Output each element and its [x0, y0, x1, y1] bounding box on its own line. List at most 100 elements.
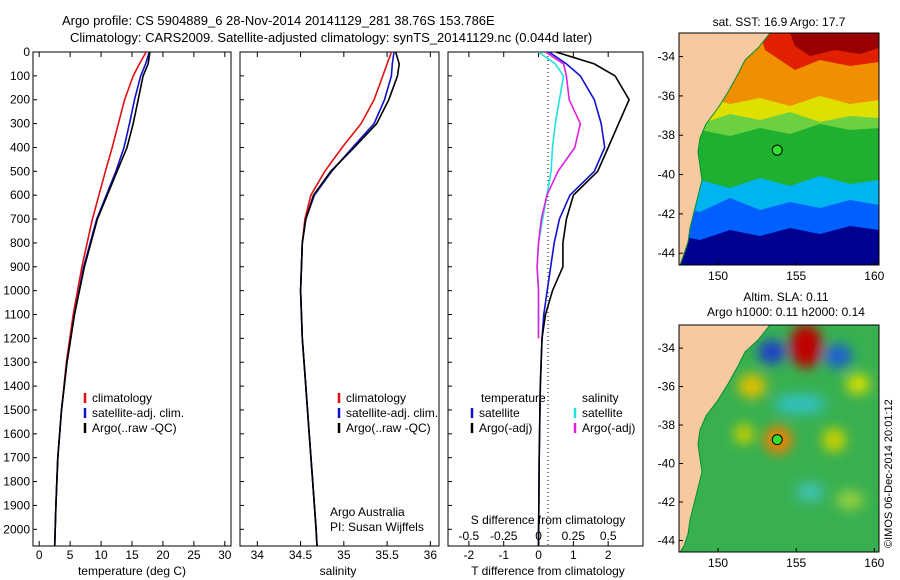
sla-anomaly-lime-south [836, 490, 864, 510]
pressure-tick-label: 1500 [3, 403, 30, 417]
sst-map-xtick-label: 160 [864, 269, 884, 283]
salinity-legend-label: satellite-adj. clim. [346, 406, 438, 420]
difference-panel-series-t-argo-adj- [537, 52, 630, 546]
sla-map-ytick-label: -36 [658, 380, 676, 394]
salinity-annotation-line1: Argo Australia [330, 505, 405, 519]
salinity-xlabel: salinity [320, 564, 357, 578]
s-legend-title: salinity [582, 391, 619, 405]
sla-map-ytick-label: -38 [658, 418, 676, 432]
sst-map-ytick-label: -42 [658, 207, 676, 221]
difference-panel-top-tick-label: -0.5 [459, 529, 480, 543]
temperature-panel-xtick-label: 15 [125, 548, 139, 562]
difference-panel-xtick-label: -2 [464, 548, 475, 562]
temperature-panel: 0 5 10 15 20 25 300100200300400500600700800900… [3, 45, 232, 578]
pressure-tick-label: 900 [10, 260, 30, 274]
pressure-tick-label: 800 [10, 236, 30, 250]
sst-map: sat. SST: 16.9 Argo: 17.7 150 155 160 -34 -3… [658, 15, 885, 283]
temperature-legend-label: Argo(..raw -QC) [92, 421, 177, 435]
sla-anomaly-yellow-se [822, 428, 846, 452]
salinity-panel-xtick-label: 35.5 [375, 548, 399, 562]
sst-map-frame [678, 32, 880, 266]
difference-panel-series-s-argo-adj- [536, 52, 582, 339]
sla-anomaly-blue-ne [824, 344, 852, 368]
temperature-panel-series-argo-raw-qc- [53, 52, 151, 546]
pressure-tick-label: 100 [10, 69, 30, 83]
salinity-panel-xtick-label: 35 [337, 548, 351, 562]
pressure-tick-label: 1100 [4, 308, 30, 322]
pressure-tick-label: 1200 [3, 331, 30, 345]
sla-map-title-line1: Altim. SLA: 0.11 [743, 290, 828, 304]
figure-title-line1: Argo profile: CS 5904889_6 28-Nov-2014 2… [62, 13, 495, 28]
difference-panel-xtick-label: -1 [498, 548, 509, 562]
sst-map-ytick-label: -40 [658, 168, 676, 182]
sst-map-xtick-label: 155 [786, 269, 806, 283]
pressure-tick-label: 0 [23, 45, 30, 59]
temperature-panel-xtick-label: 10 [94, 548, 108, 562]
difference-top-xlabel: S difference from climatology [471, 513, 626, 527]
pressure-tick-label: 1900 [3, 498, 30, 512]
salinity-legend-label: climatology [346, 391, 406, 405]
sla-anomaly-cyan-south [796, 482, 824, 502]
difference-panel-xtick-label: 1 [570, 548, 577, 562]
sla-map-ytick-label: -42 [658, 495, 676, 509]
sst-map-argo-position-marker [771, 144, 783, 156]
sla-anomaly-red-north [790, 325, 822, 368]
sla-map-ytick-label: -40 [658, 457, 676, 471]
difference-panel-xtick-label: 2 [605, 548, 612, 562]
pressure-tick-label: 300 [10, 117, 30, 131]
salinity-panel-xtick-label: 36 [424, 548, 438, 562]
difference-panel-xtick-label: 0 [535, 548, 542, 562]
difference-s-legend-label: satellite [582, 406, 623, 420]
pressure-tick-label: 1000 [3, 284, 30, 298]
difference-s-legend-label: Argo(-adj) [582, 421, 635, 435]
sla-anomaly-cyan-center [774, 394, 826, 414]
difference-panel-top-tick-label: 0.5 [600, 529, 617, 543]
pressure-tick-label: 1300 [3, 355, 30, 369]
salinity-axes-box [239, 51, 440, 547]
sst-map-ytick-label: -38 [658, 128, 676, 142]
sla-map-argo-position-marker [771, 434, 783, 446]
difference-xlabel: T difference from climatology [471, 564, 625, 578]
pressure-tick-label: 2000 [3, 522, 30, 536]
salinity-legend-label: Argo(..raw -QC) [346, 421, 431, 435]
temperature-panel-xtick-label: 0 [36, 548, 43, 562]
pressure-tick-label: 200 [10, 93, 30, 107]
sla-anomaly-yellow-w [738, 374, 766, 398]
difference-panel-top-tick-label: -0.25 [490, 529, 518, 543]
temperature-xlabel: temperature (deg C) [78, 564, 186, 578]
pressure-tick-label: 1600 [3, 427, 30, 441]
sla-map-xtick-label: 150 [708, 556, 728, 570]
sla-map: Altim. SLA: 0.11 Argo h1000: 0.11 h2000:… [658, 290, 885, 570]
sla-anomaly-blue-nw [758, 340, 786, 364]
pressure-tick-label: 700 [10, 212, 30, 226]
salinity-panel: 34 34.5 35 35.5 36 climatologysatellite-adj.… [239, 51, 440, 578]
imos-stamp: ©IMOS 06-Dec-2014 20:01:12 [883, 399, 895, 548]
pressure-tick-label: 1700 [3, 451, 30, 465]
sla-anomaly-yellow-e [846, 374, 870, 394]
salinity-panel-series-argo-raw-qc- [299, 52, 401, 546]
temperature-legend-label: satellite-adj. clim. [92, 406, 184, 420]
sst-land [679, 33, 771, 265]
sst-map-title: sat. SST: 16.9 Argo: 17.7 [713, 15, 846, 29]
sst-map-ytick-label: -34 [658, 50, 676, 64]
pressure-tick-label: 1400 [3, 379, 30, 393]
sla-map-frame [678, 324, 880, 553]
pressure-tick-label: 500 [10, 164, 30, 178]
sla-map-title-line2: Argo h1000: 0.11 h2000: 0.14 [707, 305, 865, 319]
sst-map-ytick-label: -44 [658, 246, 676, 260]
sla-map-xtick-label: 160 [864, 556, 884, 570]
pressure-tick-label: 1800 [3, 475, 30, 489]
figure-title-line2: Climatology: CARS2009. Satellite-adjuste… [70, 30, 592, 45]
pressure-tick-label: 600 [10, 188, 30, 202]
temperature-legend-label: climatology [92, 391, 152, 405]
salinity-annotation-line2: PI: Susan Wijffels [330, 520, 424, 534]
sla-map-xtick-label: 155 [786, 556, 806, 570]
sst-band-darkred [790, 33, 879, 56]
temperature-panel-xtick-label: 30 [218, 548, 232, 562]
temperature-axes-box [32, 51, 232, 547]
temperature-panel-xtick-label: 25 [187, 548, 201, 562]
sla-land [679, 325, 771, 552]
difference-t-legend-label: Argo(-adj) [479, 421, 532, 435]
sla-map-ytick-label: -44 [658, 533, 676, 547]
